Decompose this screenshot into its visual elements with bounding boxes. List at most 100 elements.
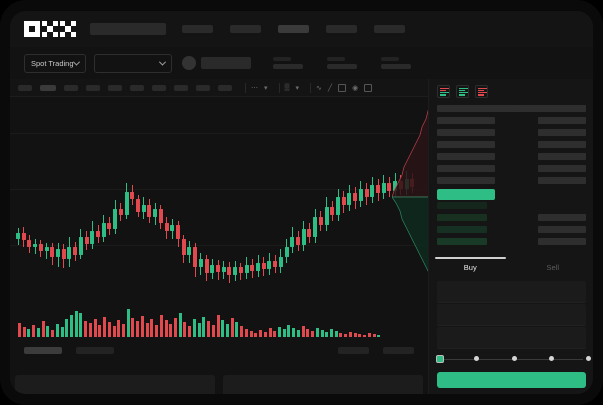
submit-buy-button[interactable] bbox=[437, 372, 586, 388]
timeframe-button-3[interactable] bbox=[64, 84, 78, 91]
bottom-action-1[interactable] bbox=[338, 347, 369, 354]
fullscreen-icon[interactable] bbox=[364, 83, 373, 92]
pencil-tool-icon[interactable]: ╱ bbox=[327, 84, 333, 92]
percent-node-75[interactable] bbox=[548, 356, 554, 361]
volume-bar bbox=[174, 318, 177, 337]
bottom-tab-1[interactable] bbox=[24, 347, 62, 354]
candle-body bbox=[210, 265, 215, 273]
candle-body bbox=[78, 237, 83, 255]
orderbook-ask-row[interactable] bbox=[437, 177, 586, 187]
candle-body bbox=[67, 247, 72, 259]
candle-body bbox=[141, 205, 146, 212]
timeframe-button-9[interactable] bbox=[196, 84, 210, 91]
logo-cell-x bbox=[60, 21, 76, 37]
orderbook-bid-row-price bbox=[437, 226, 487, 233]
price-chart[interactable] bbox=[10, 97, 428, 299]
volume-bar bbox=[98, 325, 102, 337]
orderbook-ask-row[interactable] bbox=[437, 153, 586, 163]
candle-body bbox=[21, 233, 26, 240]
pair-selector-dropdown[interactable] bbox=[94, 53, 172, 73]
depth-chart-svg bbox=[392, 102, 436, 292]
orderbook-ask-row[interactable] bbox=[437, 105, 586, 115]
timeframe-button-1[interactable] bbox=[18, 84, 32, 91]
candle-body bbox=[284, 247, 289, 257]
percent-node-50[interactable] bbox=[511, 356, 517, 361]
orderbook-mode-asks-icon[interactable] bbox=[475, 85, 488, 98]
chart-type-icon[interactable]: ▒ bbox=[284, 84, 290, 91]
bottom-panel-1[interactable] bbox=[15, 375, 215, 394]
timeframe-button-4[interactable] bbox=[86, 84, 100, 91]
volume-bar bbox=[216, 315, 220, 337]
tab-buy[interactable]: Buy bbox=[429, 257, 512, 279]
orderbook-mode-both-icon[interactable] bbox=[437, 85, 450, 98]
candle-body bbox=[376, 185, 380, 193]
volume-bar bbox=[330, 329, 333, 337]
percent-node-25[interactable] bbox=[474, 356, 480, 361]
ticker-stat-1-value bbox=[273, 64, 303, 69]
timeframe-button-6[interactable] bbox=[130, 84, 144, 91]
indicators-icon[interactable]: ⋯ bbox=[251, 84, 258, 92]
orderbook-current-price-row[interactable] bbox=[437, 189, 586, 200]
okx-logo-icon[interactable] bbox=[24, 21, 76, 37]
order-field-1[interactable] bbox=[437, 281, 586, 303]
orderbook-bid-row[interactable] bbox=[437, 226, 586, 236]
order-field-3[interactable] bbox=[437, 327, 586, 349]
volume-bar bbox=[159, 315, 163, 337]
market-type-dropdown[interactable]: Spot Trading bbox=[24, 53, 86, 73]
camera-icon[interactable] bbox=[338, 83, 347, 92]
orderbook-ask-row[interactable] bbox=[437, 129, 586, 139]
volume-bar bbox=[22, 327, 26, 337]
ticker-stat-3 bbox=[381, 57, 411, 69]
percent-node-100[interactable] bbox=[586, 356, 591, 361]
bottom-tab-2[interactable] bbox=[76, 347, 114, 354]
timeframe-button-2[interactable] bbox=[40, 84, 56, 91]
search-input[interactable] bbox=[90, 23, 166, 35]
percent-node-0[interactable] bbox=[436, 354, 444, 363]
volume-bar bbox=[155, 325, 159, 337]
volume-bar bbox=[32, 325, 36, 337]
orderbook-ask-row[interactable] bbox=[437, 165, 586, 175]
volume-bar bbox=[74, 311, 78, 337]
orderbook-ask-row[interactable] bbox=[437, 117, 586, 127]
candle-body bbox=[164, 223, 169, 231]
timeframe-button-10[interactable] bbox=[218, 84, 232, 91]
nav-item-4[interactable] bbox=[326, 25, 357, 33]
orderbook-ask-row-price bbox=[437, 117, 495, 124]
orderbook-bid-row-price bbox=[437, 238, 487, 245]
volume-bar bbox=[41, 321, 45, 337]
orderbook-bid-row[interactable] bbox=[437, 214, 586, 224]
nav-item-2[interactable] bbox=[230, 25, 261, 33]
orderbook-rows[interactable] bbox=[429, 105, 593, 255]
nav-item-1[interactable] bbox=[182, 25, 213, 33]
orderbook-mode-bids-icon[interactable] bbox=[456, 85, 469, 98]
percent-slider[interactable] bbox=[436, 354, 591, 364]
settings-gear-icon[interactable]: ◉ bbox=[352, 84, 359, 92]
timeframe-button-5[interactable] bbox=[108, 84, 122, 91]
bottom-panel-2[interactable] bbox=[223, 375, 423, 394]
timeframe-button-7[interactable] bbox=[152, 84, 166, 91]
ticker-stat-2-label bbox=[327, 57, 345, 61]
nav-item-3[interactable] bbox=[278, 25, 309, 33]
indicators-chevron-icon[interactable]: ▾ bbox=[264, 84, 268, 92]
orderbook-ask-row-total bbox=[538, 165, 586, 172]
volume-bar bbox=[197, 323, 201, 337]
chart-type-chevron-icon[interactable]: ▾ bbox=[295, 84, 299, 92]
candle-body bbox=[364, 189, 369, 197]
nav-item-5[interactable] bbox=[374, 25, 405, 33]
orderbook-ask-row-price bbox=[437, 165, 495, 172]
volume-bar bbox=[292, 328, 296, 337]
logo-cell-k bbox=[42, 21, 58, 37]
orderbook-bid-row[interactable] bbox=[437, 238, 586, 248]
bottom-action-2[interactable] bbox=[383, 347, 414, 354]
candle-body bbox=[61, 249, 66, 259]
candle-body bbox=[324, 207, 329, 225]
timeframe-button-8[interactable] bbox=[174, 84, 188, 91]
tab-sell[interactable]: Sell bbox=[512, 257, 594, 279]
orderbook-ask-row[interactable] bbox=[437, 141, 586, 151]
toolbar-divider-2 bbox=[278, 82, 280, 93]
order-field-2[interactable] bbox=[437, 304, 586, 326]
orderbook-bid-row[interactable] bbox=[437, 202, 586, 212]
candle-body bbox=[153, 209, 158, 217]
candle-body bbox=[353, 193, 358, 201]
line-tool-icon[interactable]: ∿ bbox=[316, 84, 322, 92]
